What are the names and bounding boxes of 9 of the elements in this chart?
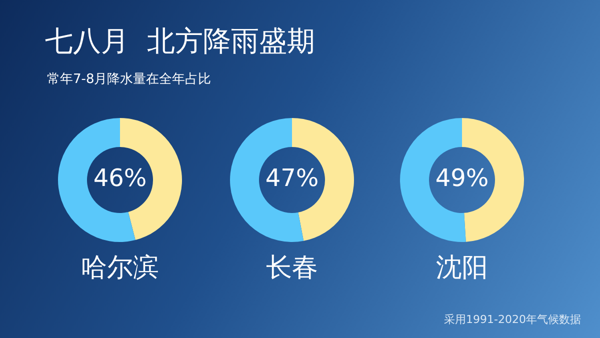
text: 46% (93, 164, 147, 192)
text: 47% (265, 164, 319, 192)
text: 采用1991-2020年气候数据 (444, 313, 582, 326)
text: 哈尔滨 (81, 253, 159, 283)
text: 长春 (266, 253, 318, 283)
text: 沈阳 (436, 253, 488, 283)
text: 常年7-8月降水量在全年占比 (47, 72, 212, 87)
text: 49% (435, 164, 489, 192)
text: 七八月 北方降雨盛期 (45, 24, 315, 58)
